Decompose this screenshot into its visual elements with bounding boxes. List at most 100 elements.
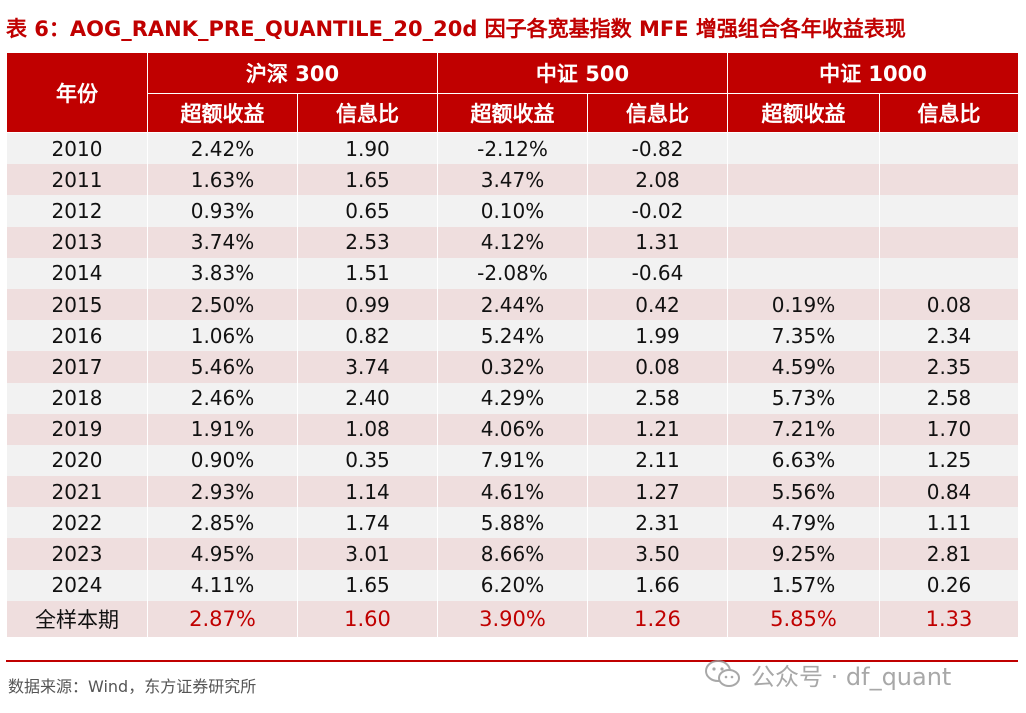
cell-year: 2014 <box>6 257 148 289</box>
cell-zz1000-ir <box>878 195 1020 227</box>
cell-zz1000-excess: 1.57% <box>727 569 880 601</box>
cell-year: 2015 <box>6 288 148 321</box>
cell-zz500-ir: 1.21 <box>587 413 728 445</box>
table-row: 2011 1.63% 1.65 3.47% 2.08 <box>6 164 1020 196</box>
cell-zz1000-ir: 0.84 <box>878 476 1020 508</box>
cell-zz500-excess: 2.44% <box>437 288 588 321</box>
cell-year: 2021 <box>6 476 148 508</box>
cell-year: 2010 <box>6 132 148 165</box>
cell-zz1000-excess <box>727 164 880 196</box>
cell-zz500-ir: -0.82 <box>587 132 728 165</box>
returns-table: 年份 沪深 300 中证 500 中证 1000 超额收益 信息比 超额收益 信… <box>6 52 1020 637</box>
table-row: 2013 3.74% 2.53 4.12% 1.31 <box>6 226 1020 258</box>
cell-hs300-excess: 5.46% <box>147 351 298 383</box>
cell-zz1000-ir: 1.11 <box>878 507 1020 539</box>
cell-zz500-ir: -0.02 <box>587 195 728 227</box>
cell-zz1000-excess <box>727 132 880 165</box>
cell-zz500-excess: 4.12% <box>437 226 588 258</box>
cell-zz1000-excess: 4.79% <box>727 507 880 539</box>
cell-year: 2011 <box>6 164 148 196</box>
summary-zz500-ir: 1.26 <box>587 600 728 637</box>
cell-zz500-ir: -0.64 <box>587 257 728 289</box>
cell-zz1000-excess <box>727 257 880 289</box>
cell-zz1000-ir: 2.35 <box>878 351 1020 383</box>
bottom-rule <box>6 660 1018 662</box>
cell-zz500-excess: -2.08% <box>437 257 588 289</box>
cell-hs300-ir: 1.14 <box>297 476 438 508</box>
table-row: 2024 4.11% 1.65 6.20% 1.66 1.57% 0.26 <box>6 569 1020 601</box>
summary-hs300-ir: 1.60 <box>297 600 438 637</box>
cell-year: 2020 <box>6 444 148 477</box>
cell-hs300-ir: 2.53 <box>297 226 438 258</box>
cell-zz1000-ir <box>878 226 1020 258</box>
cell-zz500-excess: 4.29% <box>437 382 588 414</box>
cell-zz500-ir: 3.50 <box>587 538 728 570</box>
table-row: 2020 0.90% 0.35 7.91% 2.11 6.63% 1.25 <box>6 444 1020 477</box>
table-row: 2017 5.46% 3.74 0.32% 0.08 4.59% 2.35 <box>6 351 1020 383</box>
table-body: 2010 2.42% 1.90 -2.12% -0.82 2011 1.63% 1.65 3.4… <box>6 132 1020 637</box>
summary-year: 全样本期 <box>6 600 148 637</box>
cell-zz1000-ir <box>878 132 1020 165</box>
summary-zz1000-excess: 5.85% <box>727 600 880 637</box>
cell-zz1000-ir: 2.58 <box>878 382 1020 414</box>
info-ratio-header: 信息比 <box>587 93 728 133</box>
cell-zz500-excess: 0.32% <box>437 351 588 383</box>
cell-hs300-excess: 3.74% <box>147 226 298 258</box>
cell-year: 2012 <box>6 195 148 227</box>
cell-zz500-excess: 6.20% <box>437 569 588 601</box>
cell-hs300-ir: 1.74 <box>297 507 438 539</box>
table-row: 2012 0.93% 0.65 0.10% -0.02 <box>6 195 1020 227</box>
table-row: 2021 2.93% 1.14 4.61% 1.27 5.56% 0.84 <box>6 476 1020 508</box>
cell-zz1000-excess: 0.19% <box>727 288 880 321</box>
cell-hs300-excess: 1.63% <box>147 164 298 196</box>
header-row-groups: 年份 沪深 300 中证 500 中证 1000 <box>6 52 1020 133</box>
cell-zz1000-excess: 5.73% <box>727 382 880 414</box>
cell-year: 2024 <box>6 569 148 601</box>
cell-zz1000-excess: 5.56% <box>727 476 880 508</box>
cell-hs300-excess: 2.85% <box>147 507 298 539</box>
cell-zz500-ir: 0.42 <box>587 288 728 321</box>
table-row: 2014 3.83% 1.51 -2.08% -0.64 <box>6 257 1020 289</box>
info-ratio-header: 信息比 <box>878 93 1020 133</box>
cell-hs300-excess: 2.42% <box>147 132 298 165</box>
table-row: 2010 2.42% 1.90 -2.12% -0.82 <box>6 132 1020 165</box>
cell-zz1000-ir: 1.70 <box>878 413 1020 445</box>
cell-zz500-ir: 1.31 <box>587 226 728 258</box>
info-ratio-header: 信息比 <box>297 93 438 133</box>
table-row: 2016 1.06% 0.82 5.24% 1.99 7.35% 2.34 <box>6 320 1020 352</box>
excess-return-header: 超额收益 <box>727 93 880 133</box>
cell-zz500-ir: 1.27 <box>587 476 728 508</box>
table-title: 表 6：AOG_RANK_PRE_QUANTILE_20_20d 因子各宽基指数… <box>6 17 906 41</box>
cell-zz1000-excess: 9.25% <box>727 538 880 570</box>
cell-year: 2013 <box>6 226 148 258</box>
group-header-zz1000: 中证 1000 <box>726 52 1020 94</box>
cell-hs300-ir: 0.82 <box>297 320 438 352</box>
cell-zz500-excess: 4.61% <box>437 476 588 508</box>
summary-hs300-excess: 2.87% <box>147 600 298 637</box>
cell-zz500-excess: 8.66% <box>437 538 588 570</box>
cell-zz1000-excess: 4.59% <box>727 351 880 383</box>
cell-zz1000-ir: 0.26 <box>878 569 1020 601</box>
cell-hs300-excess: 1.06% <box>147 320 298 352</box>
group-header-hs300: 沪深 300 <box>147 52 438 94</box>
cell-hs300-ir: 1.51 <box>297 257 438 289</box>
cell-zz500-ir: 2.58 <box>587 382 728 414</box>
cell-hs300-ir: 0.65 <box>297 195 438 227</box>
table-header: 年份 沪深 300 中证 500 中证 1000 超额收益 信息比 超额收益 信… <box>6 52 1020 133</box>
cell-zz500-excess: 7.91% <box>437 444 588 477</box>
cell-hs300-ir: 0.99 <box>297 288 438 321</box>
summary-zz500-excess: 3.90% <box>437 600 588 637</box>
cell-hs300-ir: 0.35 <box>297 444 438 477</box>
table-row: 2015 2.50% 0.99 2.44% 0.42 0.19% 0.08 <box>6 288 1020 321</box>
summary-row: 全样本期 2.87% 1.60 3.90% 1.26 5.85% 1.33 <box>6 600 1020 637</box>
cell-hs300-excess: 3.83% <box>147 257 298 289</box>
cell-hs300-ir: 3.01 <box>297 538 438 570</box>
cell-zz1000-excess <box>727 226 880 258</box>
cell-hs300-excess: 2.46% <box>147 382 298 414</box>
cell-year: 2017 <box>6 351 148 383</box>
year-column-header: 年份 <box>6 52 148 133</box>
header-row-metrics: 超额收益 信息比 超额收益 信息比 超额收益 信息比 <box>7 93 1020 133</box>
cell-hs300-excess: 1.91% <box>147 413 298 445</box>
watermark: 公众号 · df_quant <box>705 656 951 692</box>
watermark-text: 公众号 · df_quant <box>751 662 952 691</box>
